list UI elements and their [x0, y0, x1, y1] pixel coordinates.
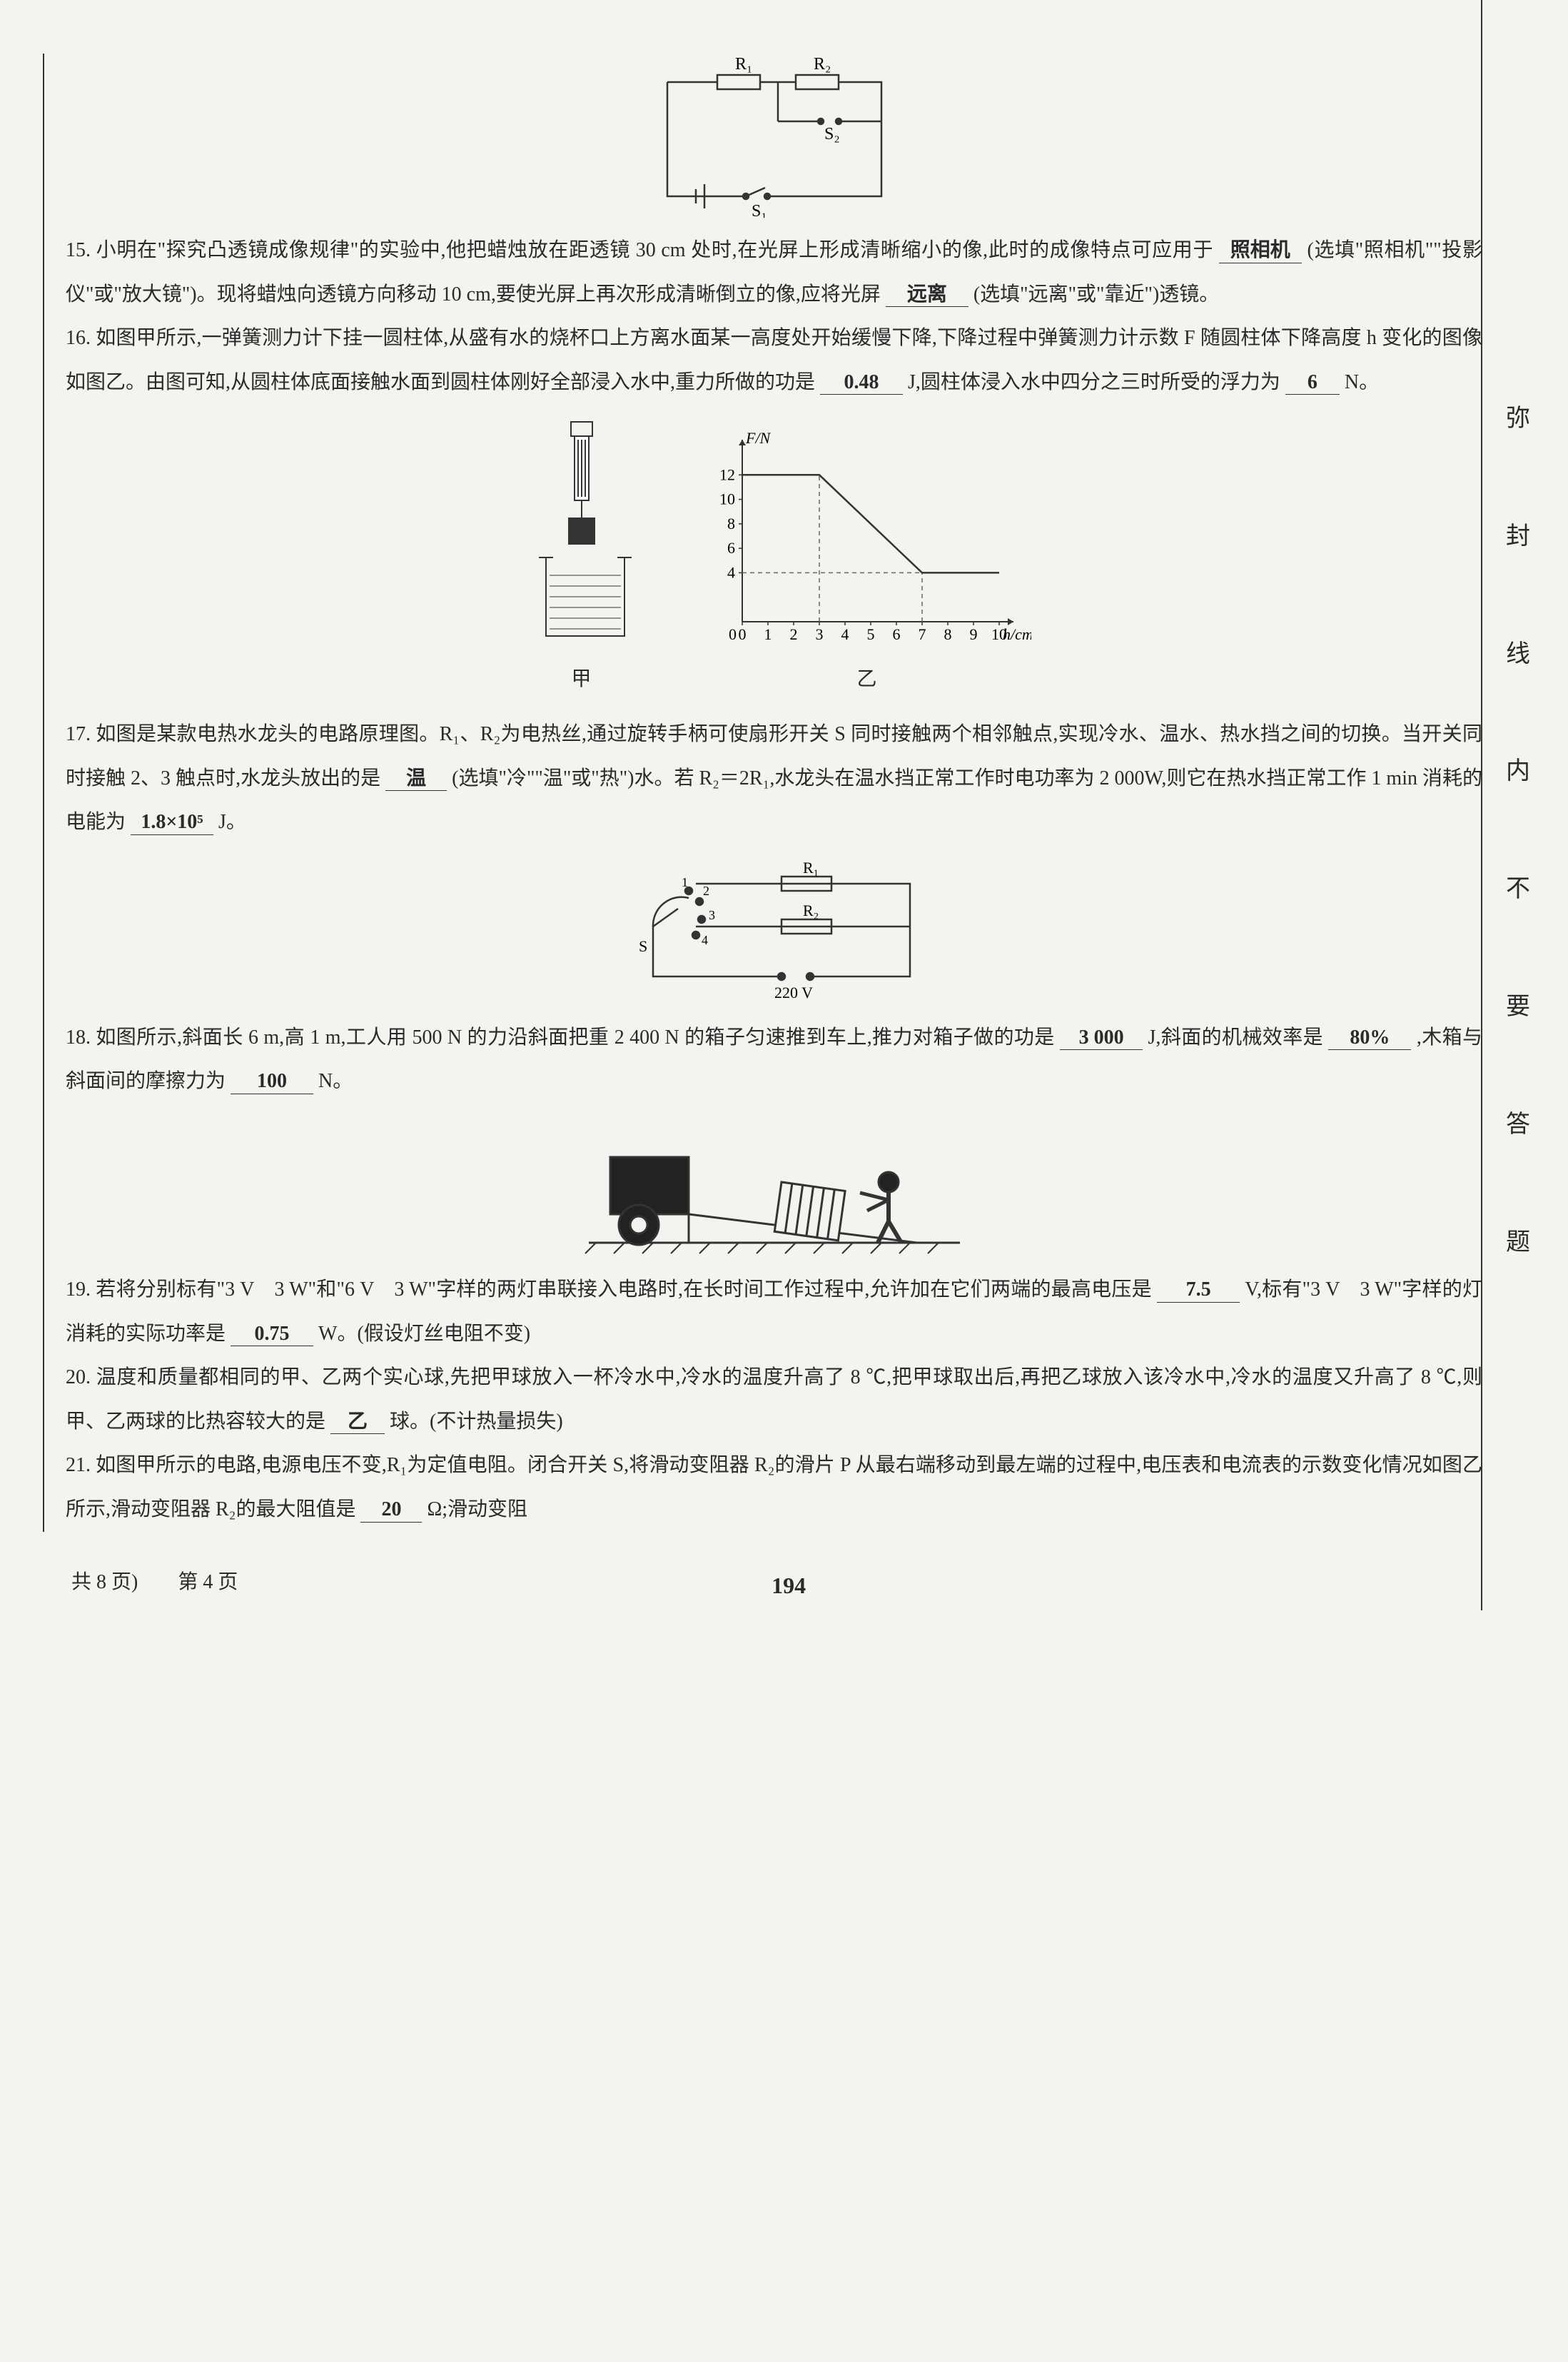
q18-answer-2: 80% — [1328, 1026, 1411, 1051]
q20-answer-1: 乙 — [330, 1410, 385, 1435]
q17-p4: 4 — [702, 933, 708, 947]
svg-text:10: 10 — [719, 490, 735, 508]
question-15: 15. 小明在"探究凸透镜成像规律"的实验中,他把蜡烛放在距透镜 30 cm 处… — [66, 228, 1482, 316]
q18-text-a: 如图所示,斜面长 6 m,高 1 m,工人用 500 N 的力沿斜面把重 2 4… — [96, 1026, 1054, 1049]
svg-text:0: 0 — [729, 625, 737, 643]
svg-text:6: 6 — [892, 625, 900, 643]
question-21: 21. 如图甲所示的电路,电源电压不变,R₁为定值电阻。闭合开关 S,将滑动变阻… — [66, 1443, 1482, 1531]
q18-answer-1: 3 000 — [1060, 1026, 1143, 1051]
q19-num: 19. — [66, 1278, 91, 1301]
figure-q17-circuit: R₁ R₂ S 220 V 1 2 3 4 — [66, 855, 1482, 1005]
figure-q16: 甲 46810120123456789100F/Nh/cm 乙 — [66, 415, 1482, 702]
svg-text:3: 3 — [815, 625, 823, 643]
q17-p2: 2 — [703, 884, 709, 898]
svg-text:0: 0 — [738, 625, 746, 643]
question-19: 19. 若将分别标有"3 V 3 W"和"6 V 3 W"字样的两灯串联接入电路… — [66, 1268, 1482, 1356]
q16-answer-2: 6 — [1285, 370, 1340, 395]
svg-text:6: 6 — [727, 540, 735, 557]
q17-s: S — [639, 937, 647, 955]
q16-answer-1: 0.48 — [820, 370, 903, 395]
svg-text:12: 12 — [719, 466, 735, 484]
q19-answer-2: 0.75 — [231, 1322, 313, 1347]
q21-answer-1: 20 — [360, 1498, 422, 1523]
q16-caption-left: 甲 — [517, 657, 646, 702]
q17-answer-2: 1.8×10⁵ — [131, 810, 213, 835]
svg-text:8: 8 — [727, 515, 735, 533]
label-r1: R₁ — [735, 55, 752, 74]
svg-text:h/cm: h/cm — [1003, 625, 1031, 643]
svg-text:2: 2 — [789, 625, 797, 643]
q20-num: 20. — [66, 1366, 91, 1388]
q17-p3: 3 — [709, 908, 715, 922]
q18-answer-3: 100 — [231, 1069, 313, 1094]
svg-text:5: 5 — [866, 625, 874, 643]
q21-text-a: 如图甲所示的电路,电源电压不变,R₁为定值电阻。闭合开关 S,将滑动变阻器 R₂… — [66, 1454, 1482, 1520]
label-s1: S₁ — [752, 202, 767, 218]
svg-text:4: 4 — [841, 625, 849, 643]
svg-text:7: 7 — [918, 625, 926, 643]
q17-v: 220 V — [774, 984, 813, 1001]
figure-q16-right: 46810120123456789100F/Nh/cm 乙 — [703, 429, 1031, 702]
q15-text-a: 小明在"探究凸透镜成像规律"的实验中,他把蜡烛放在距透镜 30 cm 处时,在光… — [96, 239, 1213, 261]
q17-r2: R₂ — [803, 902, 819, 919]
q15-text-c: (选填"远离"或"靠近")透镜。 — [973, 283, 1219, 306]
figure-q18-ramp — [66, 1114, 1482, 1257]
q17-p1: 1 — [682, 875, 688, 889]
q17-r1: R₁ — [803, 859, 819, 877]
question-18: 18. 如图所示,斜面长 6 m,高 1 m,工人用 500 N 的力沿斜面把重… — [66, 1016, 1482, 1104]
q15-answer-2: 远离 — [886, 283, 968, 308]
q18-text-b: J,斜面的机械效率是 — [1148, 1026, 1323, 1049]
q19-text-c: W。(假设灯丝电阻不变) — [318, 1323, 530, 1345]
q16-text-c: N。 — [1345, 371, 1379, 393]
q21-text-b: Ω;滑动变阻 — [427, 1498, 527, 1520]
q15-answer-1: 照相机 — [1219, 238, 1302, 263]
svg-text:1: 1 — [764, 625, 772, 643]
q17-num: 17. — [66, 723, 91, 745]
main-column: R₁ R₂ S₂ S₁ 15. 小明在"探究凸透镜成像规律"的实验中,他把蜡烛放… — [43, 54, 1511, 1532]
label-r2: R₂ — [814, 55, 831, 74]
q20-text-b: 球。(不计热量损失) — [390, 1410, 563, 1433]
q16-caption-right: 乙 — [703, 657, 1031, 702]
q16-num: 16. — [66, 327, 91, 349]
svg-text:8: 8 — [944, 625, 951, 643]
q19-text-a: 若将分别标有"3 V 3 W"和"6 V 3 W"字样的两灯串联接入电路时,在长… — [96, 1278, 1152, 1301]
q15-num: 15. — [66, 239, 91, 261]
q17-answer-1: 温 — [385, 767, 447, 792]
svg-text:F/N: F/N — [745, 429, 772, 447]
question-16: 16. 如图甲所示,一弹簧测力计下挂一圆柱体,从盛有水的烧杯口上方离水面某一高度… — [66, 316, 1482, 404]
footer-left: 共 8 页) 第 4 页 — [71, 1560, 238, 1610]
q21-num: 21. — [66, 1454, 91, 1476]
svg-text:4: 4 — [727, 564, 735, 582]
page-footer: 共 8 页) 第 4 页 194 — [43, 1560, 1511, 1610]
q16-text-b: J,圆柱体浸入水中四分之三时所受的浮力为 — [908, 371, 1280, 393]
label-s2: S₂ — [824, 125, 840, 143]
q17-text-c: J。 — [218, 811, 246, 833]
figure-circuit-top: R₁ R₂ S₂ S₁ — [66, 54, 1482, 218]
question-20: 20. 温度和质量都相同的甲、乙两个实心球,先把甲球放入一杯冷水中,冷水的温度升… — [66, 1356, 1482, 1443]
question-17: 17. 如图是某款电热水龙头的电路原理图。R₁、R₂为电热丝,通过旋转手柄可使扇… — [66, 712, 1482, 844]
q18-num: 18. — [66, 1026, 91, 1049]
figure-q16-left: 甲 — [517, 415, 646, 702]
svg-text:9: 9 — [969, 625, 977, 643]
q19-answer-1: 7.5 — [1157, 1278, 1240, 1303]
q18-text-d: N。 — [318, 1070, 353, 1092]
q20-text-a: 温度和质量都相同的甲、乙两个实心球,先把甲球放入一杯冷水中,冷水的温度升高了 8… — [66, 1366, 1482, 1433]
footer-pagenum: 194 — [238, 1560, 1340, 1610]
